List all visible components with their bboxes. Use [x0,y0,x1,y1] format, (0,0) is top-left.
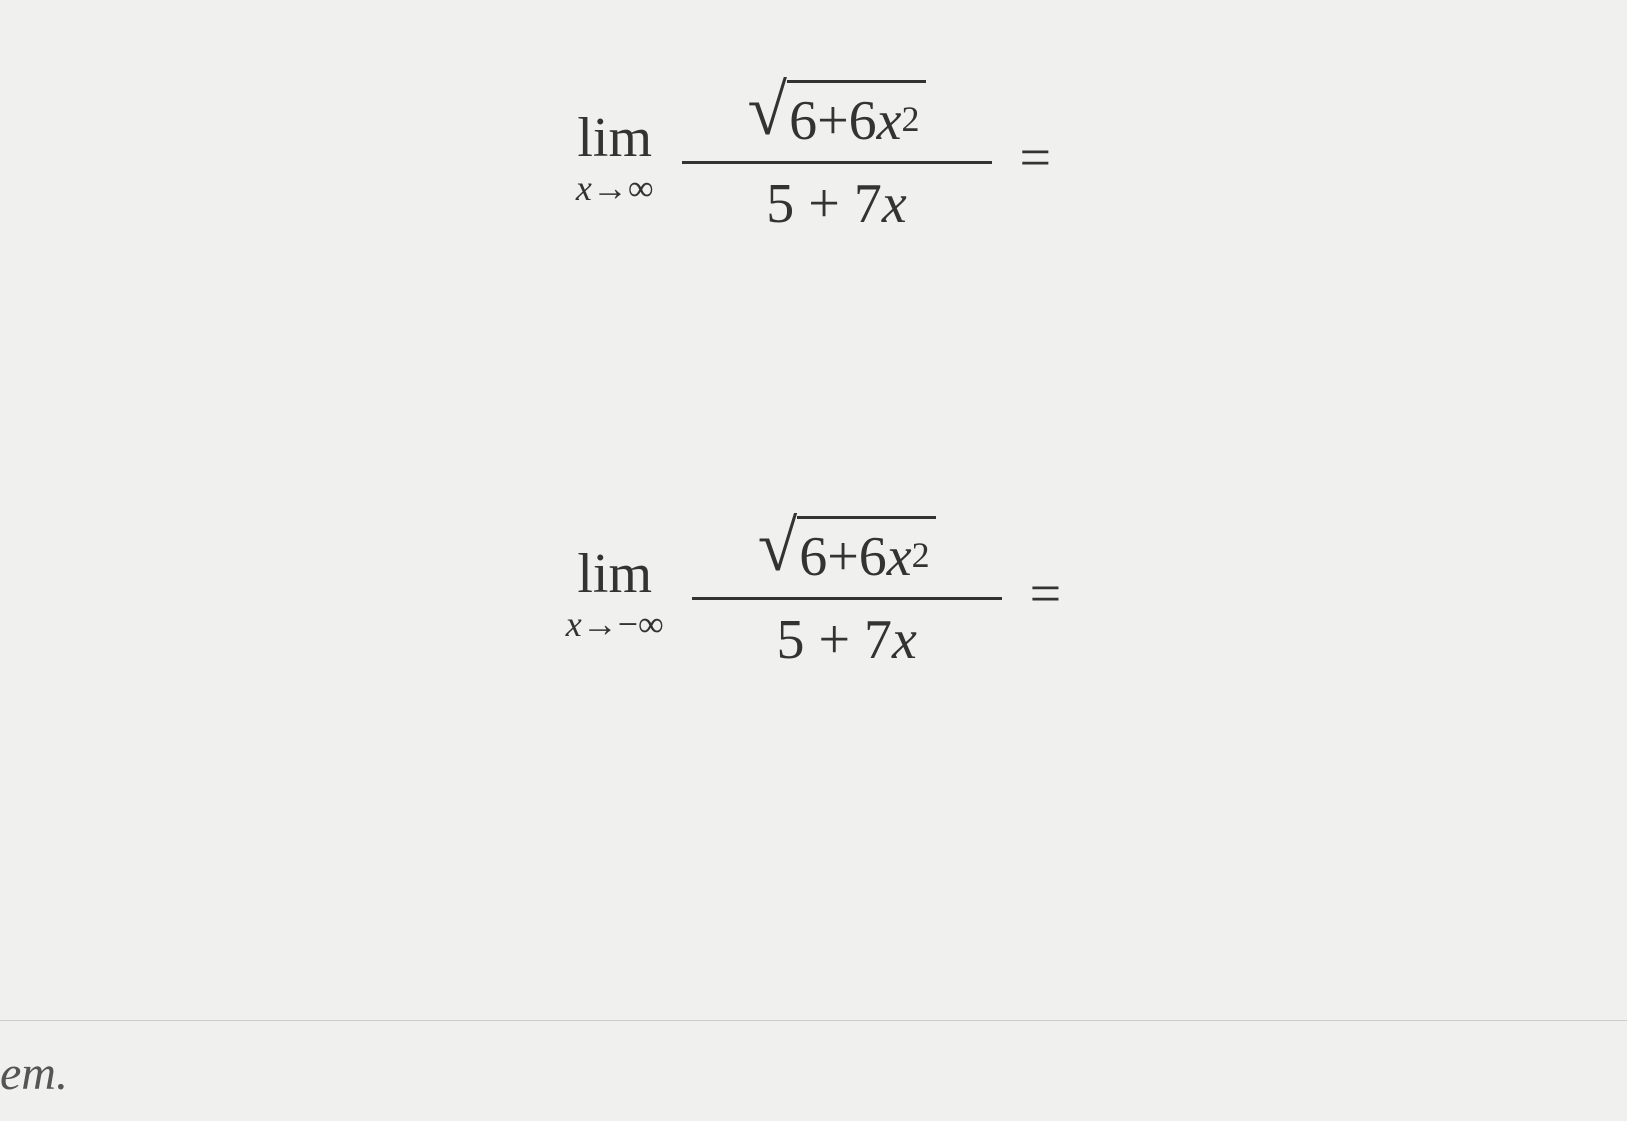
denom-b: 7 [864,609,892,671]
limit-operator: lim x→∞ [576,110,654,206]
equals-sign: = [1020,126,1052,190]
footer-text: em. [0,1046,68,1101]
lim-label: lim [577,546,652,602]
denom-a: 5 [766,173,794,235]
denom-a: 5 [776,609,804,671]
lim-var: x [566,604,582,644]
sqrt-plus: + [827,525,859,589]
lim-target: −∞ [618,604,664,644]
limit-equation-1: lim x→∞ √ 6 + 6x2 5 + 7x = [576,80,1051,236]
denom-var: x [892,609,917,671]
sqrt-a: 6 [789,89,817,153]
fraction: √ 6 + 6x2 5 + 7x [682,80,992,236]
sqrt-plus: + [817,89,849,153]
sqrt-var: x [887,525,912,589]
denom-plus: + [794,173,854,235]
denom-b: 7 [854,173,882,235]
sqrt-exp: 2 [902,98,920,140]
sqrt-exp: 2 [912,534,930,576]
lim-var: x [576,168,592,208]
numerator: √ 6 + 6x2 [758,516,936,597]
sqrt: √ 6 + 6x2 [758,516,936,589]
lim-subscript: x→∞ [576,170,654,206]
numerator: √ 6 + 6x2 [748,80,926,161]
sqrt-var: x [877,89,902,153]
lim-arrow: → [592,168,628,208]
sqrt-content: 6 + 6x2 [797,516,935,589]
sqrt-symbol: √ [748,78,788,151]
sqrt-a: 6 [799,525,827,589]
denominator: 5 + 7x [766,164,906,236]
limit-equation-2: lim x→−∞ √ 6 + 6x2 5 + 7x = [566,516,1062,672]
lim-arrow: → [582,604,618,644]
sqrt-symbol: √ [758,514,798,587]
fraction: √ 6 + 6x2 5 + 7x [692,516,1002,672]
denom-plus: + [804,609,864,671]
sqrt: √ 6 + 6x2 [748,80,926,153]
equals-sign: = [1030,562,1062,626]
limit-operator: lim x→−∞ [566,546,664,642]
denom-var: x [882,173,907,235]
divider-line [0,1020,1627,1021]
sqrt-content: 6 + 6x2 [787,80,925,153]
sqrt-b: 6 [859,525,887,589]
lim-target: ∞ [628,168,654,208]
sqrt-b: 6 [849,89,877,153]
lim-label: lim [577,110,652,166]
lim-subscript: x→−∞ [566,606,664,642]
content-area: lim x→∞ √ 6 + 6x2 5 + 7x = lim [0,0,1627,1020]
denominator: 5 + 7x [776,600,916,672]
